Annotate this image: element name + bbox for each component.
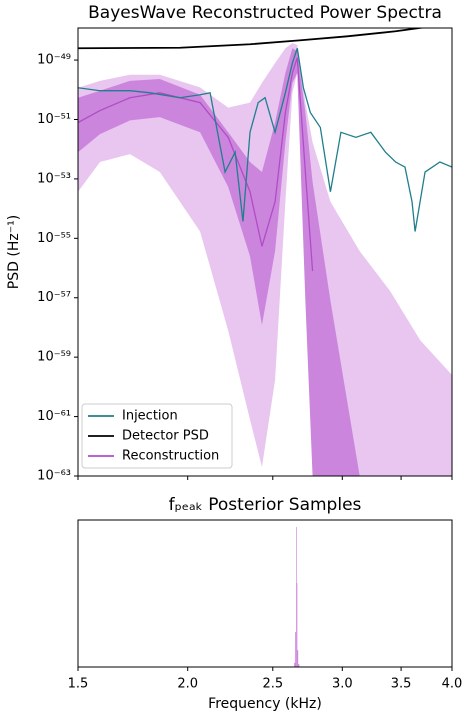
y-tick-label: 10⁻⁵¹ (37, 112, 71, 127)
x-tick-label: 2.5 (262, 677, 283, 692)
y-tick-label: 10⁻⁵⁷ (37, 290, 71, 305)
y-tick-label: 10⁻⁴⁹ (37, 53, 71, 68)
x-tick-label: 1.5 (68, 677, 89, 692)
hist-bar (298, 664, 300, 667)
chart-title: BayesWave Reconstructed Power Spectra (88, 3, 442, 23)
y-tick-label: 10⁻⁵³ (37, 171, 71, 186)
y-axis-label: PSD (Hz⁻¹) (6, 215, 22, 289)
hist-bar (296, 583, 298, 667)
y-tick-label: 10⁻⁶³ (37, 469, 71, 484)
hist-bar (296, 527, 297, 667)
x-tick-label: 3.5 (391, 677, 412, 692)
legend-box (81, 403, 233, 469)
y-tick-label: 10⁻⁵⁹ (37, 350, 71, 365)
legend-label: Reconstruction (122, 449, 219, 464)
y-tick-label: 10⁻⁵⁵ (37, 231, 71, 246)
series-line (78, 28, 427, 50)
x-tick-label: 2.0 (177, 677, 198, 692)
plot-frame (77, 519, 453, 668)
series-line (78, 57, 314, 272)
hist-bar (294, 662, 296, 667)
chart-title: fₚₑₐₖ Posterior Samples (169, 495, 362, 515)
plot-area (294, 527, 300, 667)
hist-bar (297, 650, 299, 667)
x-axis-label: Frequency (kHz) (208, 696, 322, 712)
y-tick-label: 10⁻⁶¹ (37, 409, 71, 424)
x-tick-label: 4.0 (442, 677, 463, 692)
legend-label: Injection (122, 409, 178, 424)
plot-frame (77, 27, 453, 477)
hist-bar (295, 632, 297, 667)
series-line (78, 48, 452, 232)
legend-label: Detector PSD (122, 429, 209, 444)
x-tick-label: 3.0 (332, 677, 353, 692)
plot-area (78, 28, 452, 476)
